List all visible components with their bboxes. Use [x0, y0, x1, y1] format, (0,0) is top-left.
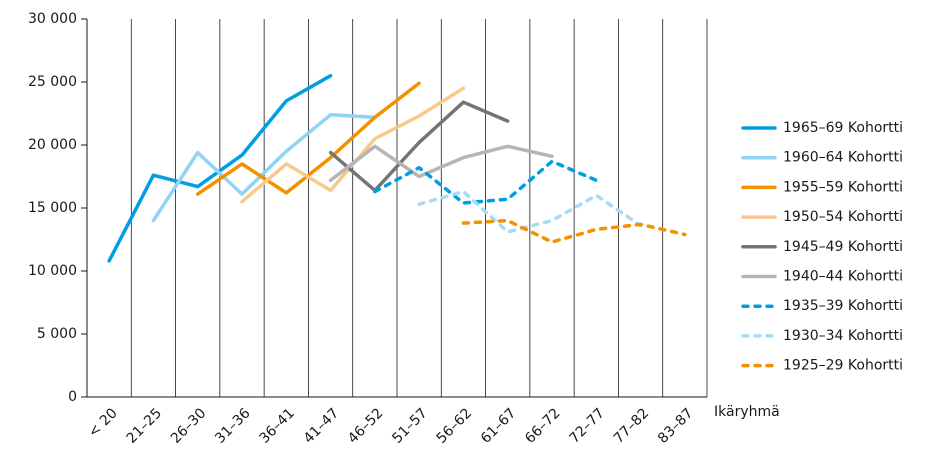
legend-label: 1930–34 Kohortti	[783, 328, 903, 344]
x-tick-label: 56–62	[434, 405, 475, 446]
x-tick-label: 83–87	[655, 405, 696, 446]
x-tick-label: 31–36	[212, 405, 254, 447]
x-tick-label: 77–82	[611, 405, 652, 446]
legend-label: 1940–44 Kohortti	[783, 269, 903, 285]
series-line	[328, 144, 554, 183]
series-line	[461, 218, 687, 244]
y-tick-label: 0	[68, 389, 77, 405]
legend-label: 1945–49 Kohortti	[783, 239, 903, 255]
x-tick-label: 21–25	[124, 405, 165, 446]
x-tick-label: 26–30	[168, 405, 209, 446]
legend-label: 1955–59 Kohortti	[783, 179, 903, 195]
x-tick-label: 66–72	[522, 405, 563, 446]
y-tick-label: 5 000	[37, 326, 77, 342]
series-line	[328, 100, 510, 193]
y-tick-label: 30 000	[28, 11, 77, 27]
y-tick-label: 20 000	[28, 137, 77, 153]
x-tick-label: < 20	[85, 405, 120, 440]
series-line	[107, 73, 333, 263]
y-tick-label: 10 000	[28, 263, 77, 279]
legend-label: 1960–64 Kohortti	[783, 150, 903, 166]
series-line	[373, 159, 599, 205]
y-tick-label: 25 000	[28, 74, 77, 90]
x-tick-label: 46–52	[345, 405, 386, 446]
legend-label: 1950–54 Kohortti	[783, 209, 903, 225]
y-tick-label: 15 000	[28, 200, 77, 216]
x-tick-label: 72–77	[566, 405, 607, 446]
series-line	[417, 189, 643, 234]
x-axis-label: Ikäryhmä	[714, 404, 780, 420]
x-tick-label: 41–47	[301, 405, 342, 446]
legend-label: 1935–39 Kohortti	[783, 298, 903, 314]
x-tick-label: 51–57	[389, 405, 430, 446]
x-tick-label: 61–67	[478, 405, 519, 446]
series-line	[151, 113, 377, 223]
x-tick-label: 36–41	[256, 405, 297, 446]
legend-label: 1925–29 Kohortti	[783, 358, 903, 374]
legend-label: 1965–69 Kohortti	[783, 120, 903, 136]
